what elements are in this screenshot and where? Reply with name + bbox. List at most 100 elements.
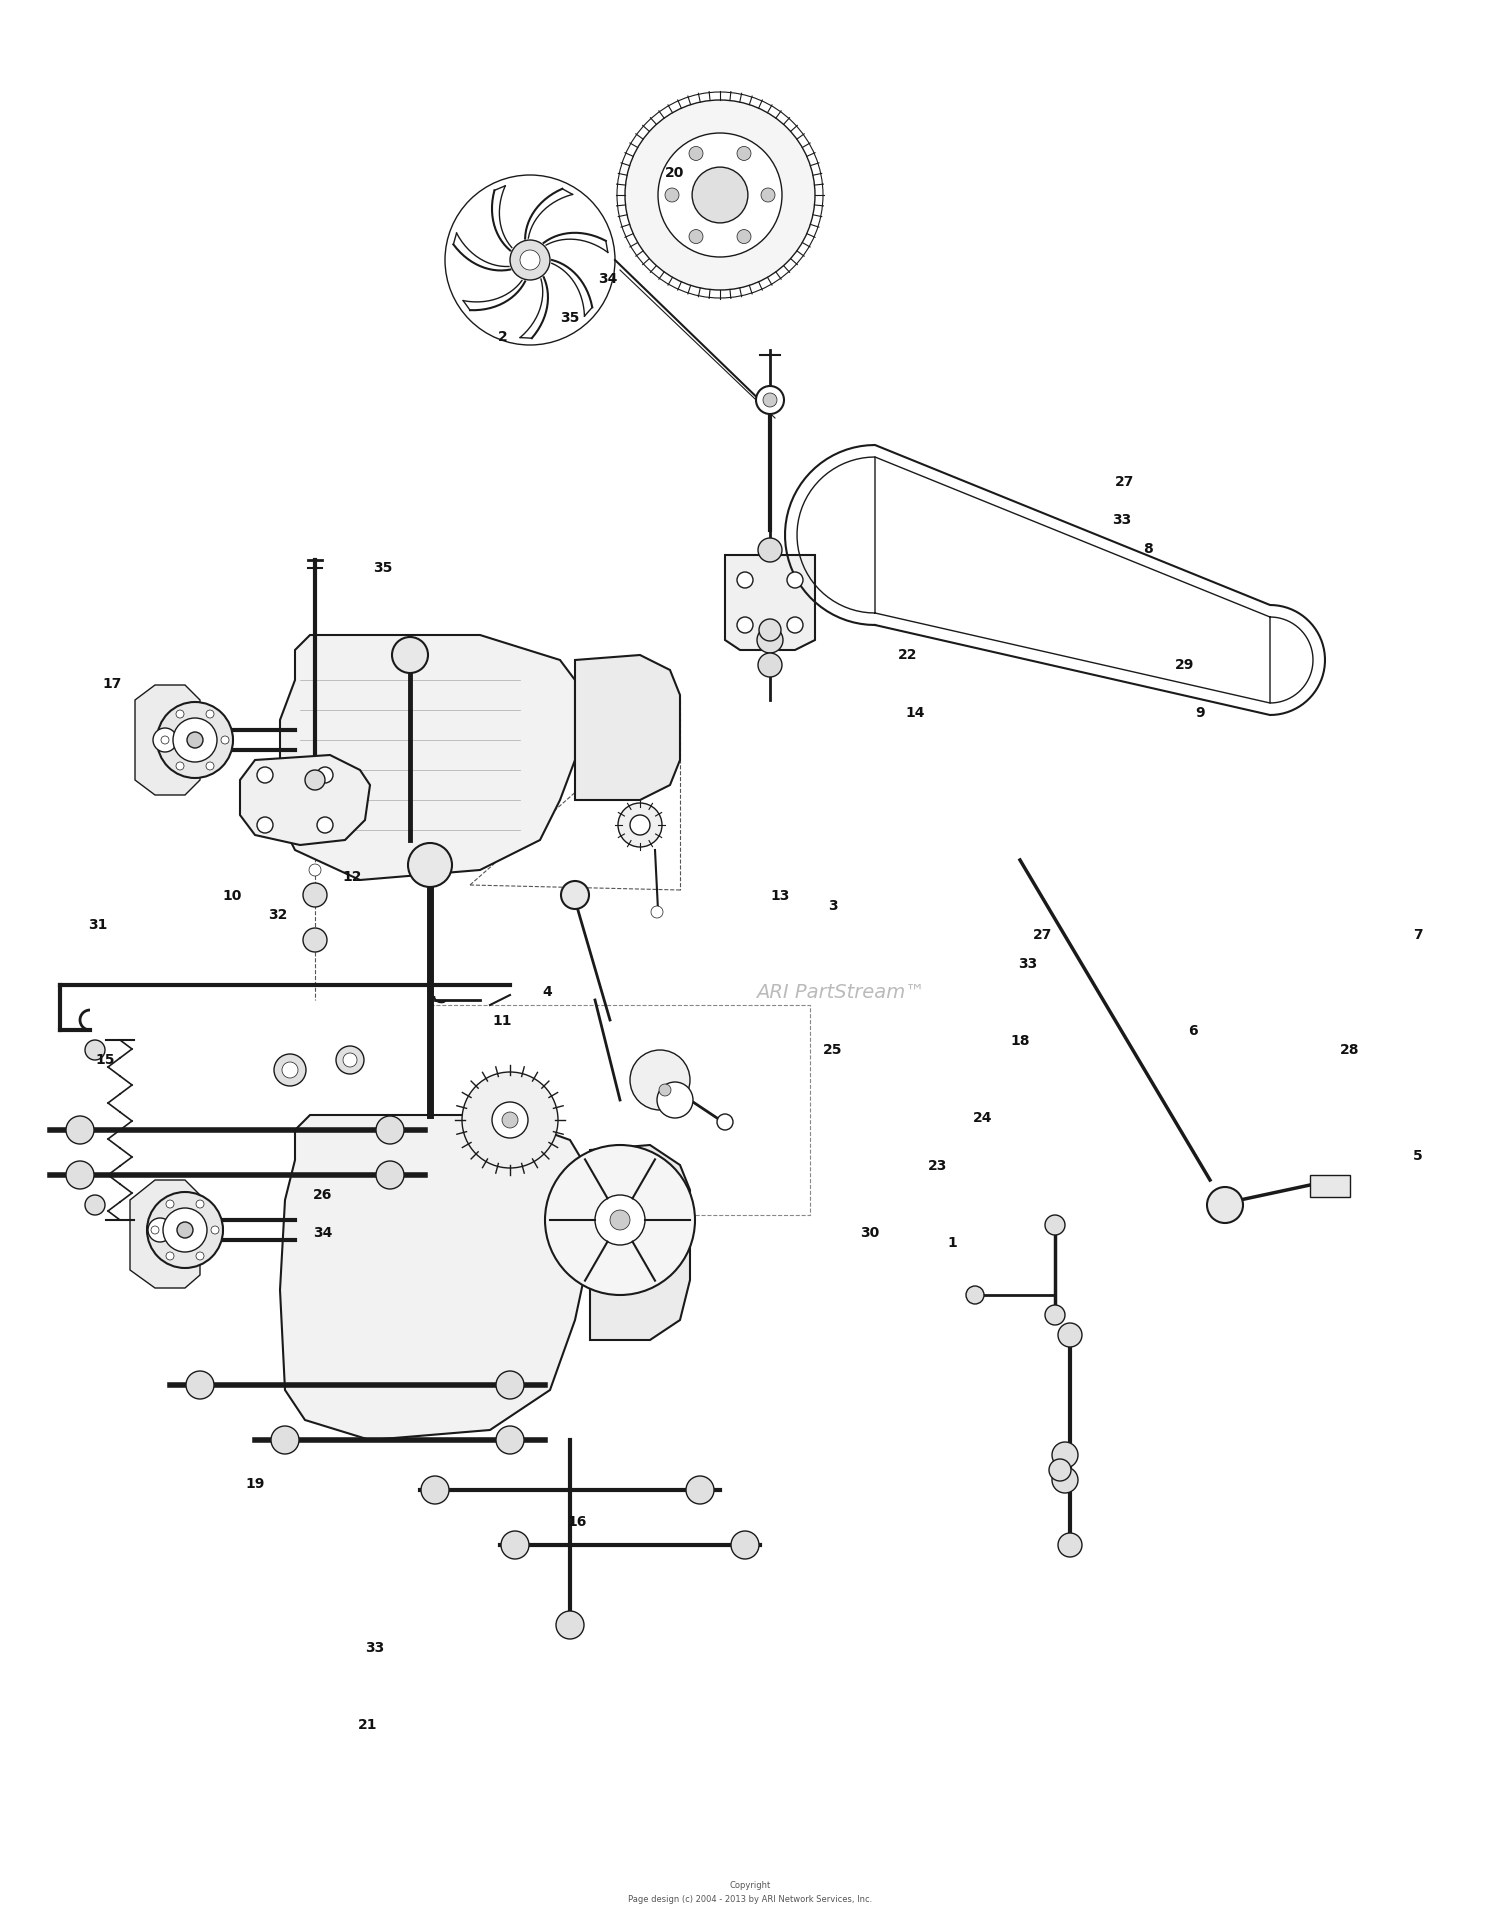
- Circle shape: [256, 817, 273, 832]
- Circle shape: [152, 1226, 159, 1233]
- Circle shape: [462, 1071, 558, 1168]
- Circle shape: [1048, 1459, 1071, 1482]
- Text: 35: 35: [561, 310, 579, 326]
- Polygon shape: [130, 1179, 210, 1287]
- Circle shape: [66, 1116, 94, 1145]
- Circle shape: [446, 175, 615, 345]
- Circle shape: [344, 1052, 357, 1068]
- Text: 5: 5: [1413, 1148, 1422, 1164]
- Circle shape: [686, 1476, 714, 1503]
- Circle shape: [764, 393, 777, 407]
- Polygon shape: [240, 755, 370, 846]
- Circle shape: [596, 1195, 645, 1245]
- Circle shape: [496, 1426, 523, 1455]
- Text: 20: 20: [666, 166, 684, 181]
- Text: 25: 25: [824, 1043, 843, 1058]
- Circle shape: [736, 617, 753, 632]
- Circle shape: [1052, 1441, 1078, 1468]
- Circle shape: [176, 709, 184, 719]
- Circle shape: [520, 251, 540, 270]
- Circle shape: [1052, 1466, 1078, 1493]
- Text: 32: 32: [268, 908, 286, 923]
- Circle shape: [166, 1201, 174, 1208]
- Circle shape: [303, 929, 327, 952]
- Circle shape: [1046, 1216, 1065, 1235]
- Polygon shape: [784, 445, 1324, 715]
- Text: 29: 29: [1176, 657, 1194, 673]
- Circle shape: [206, 761, 214, 771]
- Circle shape: [758, 538, 782, 563]
- Circle shape: [316, 817, 333, 832]
- Circle shape: [736, 572, 753, 588]
- Circle shape: [788, 617, 802, 632]
- Polygon shape: [590, 1145, 690, 1339]
- Circle shape: [196, 1201, 204, 1208]
- Text: 30: 30: [861, 1226, 879, 1241]
- Circle shape: [164, 1208, 207, 1253]
- Circle shape: [756, 385, 784, 414]
- Circle shape: [736, 229, 752, 243]
- Circle shape: [309, 863, 321, 877]
- Circle shape: [153, 728, 177, 752]
- Circle shape: [616, 92, 824, 299]
- Circle shape: [692, 168, 748, 224]
- Text: 21: 21: [357, 1717, 378, 1732]
- Circle shape: [158, 701, 232, 779]
- Circle shape: [272, 1426, 298, 1455]
- Text: 2: 2: [498, 330, 507, 345]
- Text: Copyright: Copyright: [729, 1881, 771, 1890]
- Circle shape: [492, 1102, 528, 1139]
- Circle shape: [618, 804, 662, 848]
- Text: 35: 35: [374, 561, 392, 576]
- Circle shape: [86, 1041, 105, 1060]
- Circle shape: [303, 883, 327, 908]
- Circle shape: [736, 146, 752, 160]
- Circle shape: [758, 653, 782, 676]
- Circle shape: [148, 1218, 172, 1243]
- Text: 7: 7: [1413, 927, 1422, 942]
- Circle shape: [658, 133, 782, 256]
- Text: 31: 31: [88, 917, 106, 933]
- Circle shape: [664, 189, 680, 202]
- Text: 33: 33: [366, 1640, 384, 1655]
- Circle shape: [376, 1160, 404, 1189]
- Text: 26: 26: [314, 1187, 332, 1202]
- Text: 9: 9: [1196, 705, 1204, 721]
- Circle shape: [630, 1050, 690, 1110]
- Circle shape: [376, 1116, 404, 1145]
- Circle shape: [626, 100, 815, 289]
- Circle shape: [1046, 1305, 1065, 1326]
- Polygon shape: [135, 684, 210, 796]
- Text: 18: 18: [1011, 1033, 1029, 1048]
- Polygon shape: [724, 555, 815, 649]
- Text: 24: 24: [972, 1110, 993, 1125]
- Text: ARI PartStream™: ARI PartStream™: [756, 983, 924, 1002]
- Circle shape: [688, 146, 703, 160]
- Circle shape: [336, 1046, 364, 1073]
- Text: 4: 4: [543, 985, 552, 1000]
- Text: 28: 28: [1341, 1043, 1359, 1058]
- Circle shape: [316, 767, 333, 782]
- Polygon shape: [280, 636, 574, 881]
- Circle shape: [1058, 1324, 1082, 1347]
- Circle shape: [220, 736, 230, 744]
- Circle shape: [392, 638, 427, 673]
- Circle shape: [510, 241, 550, 279]
- Circle shape: [730, 1530, 759, 1559]
- Circle shape: [186, 1370, 214, 1399]
- Text: 15: 15: [96, 1052, 116, 1068]
- Bar: [1310, 1175, 1350, 1197]
- Circle shape: [1058, 1534, 1082, 1557]
- Text: 22: 22: [897, 647, 916, 663]
- Polygon shape: [574, 655, 680, 800]
- Circle shape: [304, 784, 326, 805]
- Circle shape: [66, 1160, 94, 1189]
- Text: 14: 14: [904, 705, 924, 721]
- Polygon shape: [280, 1116, 590, 1439]
- Text: 17: 17: [104, 676, 122, 692]
- Circle shape: [274, 1054, 306, 1087]
- Text: 8: 8: [1143, 541, 1152, 557]
- Text: 6: 6: [1188, 1023, 1197, 1039]
- Circle shape: [147, 1193, 224, 1268]
- Circle shape: [610, 1210, 630, 1229]
